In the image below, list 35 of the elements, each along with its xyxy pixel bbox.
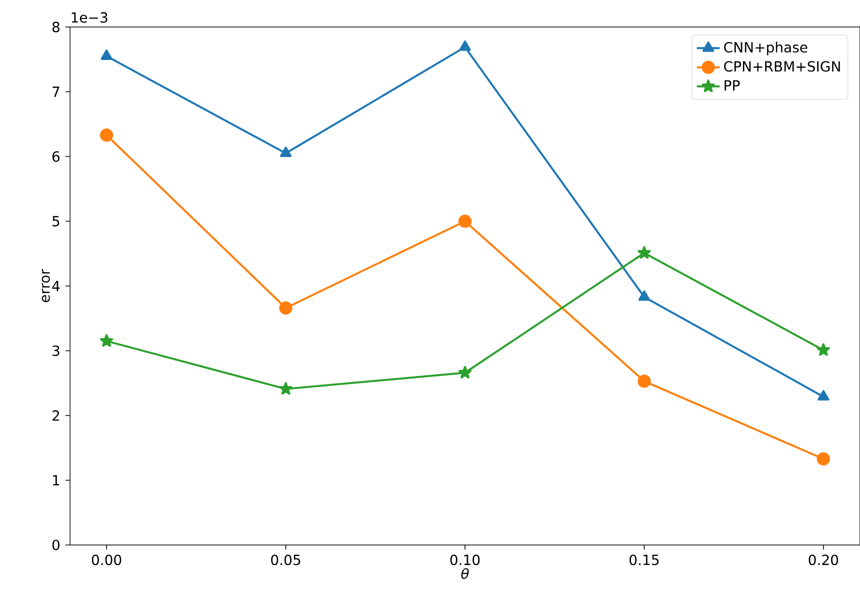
point [818,390,830,401]
point [816,452,830,466]
point [458,366,472,379]
y-tick-label: 3 [52,345,60,356]
legend-label: CPN+RBM+SIGN [724,61,840,72]
y-tick-label: 5 [52,216,60,226]
legend-label: CNN+phase [724,42,808,56]
point [458,214,472,228]
point [279,382,292,395]
point [279,301,292,315]
y-tick-label: 8 [52,22,60,32]
point [638,374,651,388]
x-tick-label: 0.10 [450,554,480,566]
y-tick-label: 6 [52,151,60,162]
text: 1e−3 [72,12,108,23]
point [459,40,471,51]
point [638,246,651,259]
legend-label: PP [724,80,740,90]
point [100,334,114,347]
x-axis-title: θ [461,568,469,580]
x-tick-label: 0.20 [808,554,838,566]
y-tick-label: 4 [52,280,60,292]
y-tick-label: 2 [52,410,60,421]
x-tick-label: 0.00 [92,554,122,566]
point [638,290,650,301]
point [100,50,112,60]
y-axis-title: error [42,269,50,302]
y-tick-label: 1 [53,475,60,486]
x-tick-label: 0.15 [630,554,659,566]
y-tick-label: 7 [52,86,60,97]
x-tick-label: 0.05 [271,554,300,566]
point [816,343,830,356]
point [280,146,292,158]
point [100,128,114,142]
y-tick-label: 0 [52,540,60,550]
